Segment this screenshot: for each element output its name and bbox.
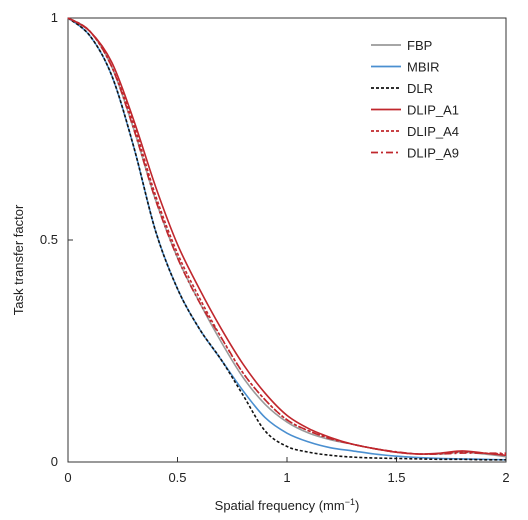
x-tick-label: 0.5 bbox=[168, 470, 186, 485]
legend-label: DLR bbox=[407, 81, 433, 96]
series-layer bbox=[67, 17, 507, 461]
x-tick-label: 2 bbox=[502, 470, 509, 485]
x-tick-label: 1.5 bbox=[387, 470, 405, 485]
legend-label: DLIP_A1 bbox=[407, 103, 459, 118]
legend-label: DLIP_A4 bbox=[407, 124, 459, 139]
legend-label: MBIR bbox=[407, 60, 440, 75]
y-tick-label: 0.5 bbox=[40, 232, 58, 247]
x-axis: 0 0.5 1 1.5 2 bbox=[64, 457, 510, 485]
legend-label: DLIP_A9 bbox=[407, 146, 459, 161]
legend-label: FBP bbox=[407, 38, 432, 53]
y-axis-title: Task transfer factor bbox=[11, 204, 26, 315]
y-tick-label: 0 bbox=[51, 454, 58, 469]
series-line-mbir bbox=[67, 17, 507, 461]
x-axis-title-superscript: −1 bbox=[345, 497, 355, 507]
legend: FBP MBIR DLR DLIP_A1 DLIP_A4 DLIP_A9 bbox=[371, 38, 459, 161]
x-tick-label: 1 bbox=[283, 470, 290, 485]
series-line-dlip-a9 bbox=[67, 17, 506, 456]
y-tick-label: 1 bbox=[51, 10, 58, 25]
x-tick-label: 0 bbox=[64, 470, 71, 485]
x-axis-title: Spatial frequency (mm−1) bbox=[215, 497, 360, 513]
